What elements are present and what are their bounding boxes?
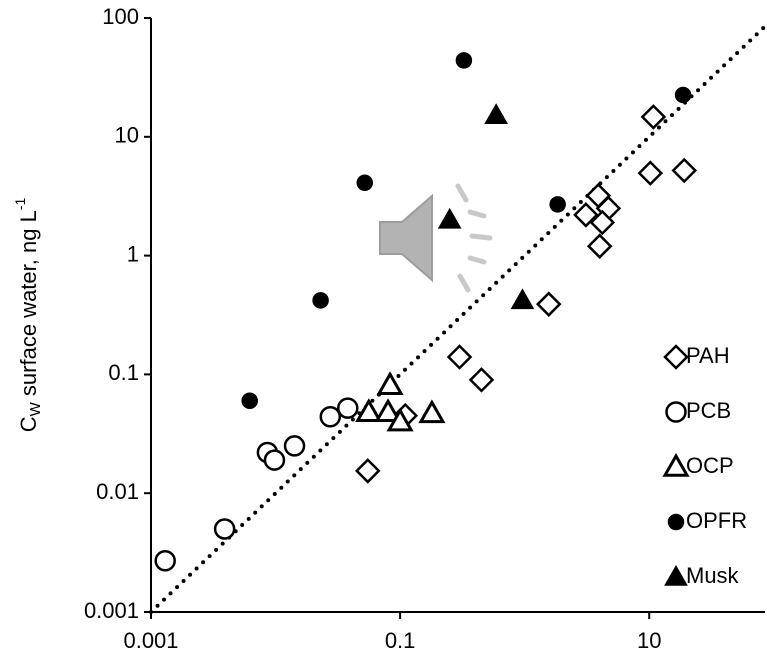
x-tick-label: 0.001 bbox=[123, 628, 178, 653]
point bbox=[241, 392, 258, 410]
legend-marker bbox=[667, 513, 685, 531]
y-tick-label: 1 bbox=[127, 241, 139, 266]
point bbox=[589, 209, 616, 236]
y-tick-label: 100 bbox=[102, 4, 139, 29]
point bbox=[418, 399, 446, 424]
point bbox=[535, 291, 562, 317]
point bbox=[640, 104, 667, 130]
y-label-sub: W bbox=[27, 401, 44, 416]
point bbox=[637, 160, 664, 186]
point bbox=[386, 407, 414, 432]
point bbox=[510, 288, 535, 310]
y-tick-label: 0.01 bbox=[96, 479, 139, 504]
one-to-one-line bbox=[149, 24, 767, 614]
legend-marker bbox=[663, 344, 689, 370]
point bbox=[356, 174, 373, 192]
y-tick-label: 10 bbox=[115, 123, 139, 148]
legend-label: PAH bbox=[686, 343, 730, 368]
point bbox=[674, 86, 692, 104]
legend-label: OCP bbox=[686, 453, 734, 478]
speaker-waves bbox=[455, 183, 493, 293]
point bbox=[355, 458, 381, 484]
point bbox=[312, 292, 329, 309]
point bbox=[437, 207, 462, 229]
legend-label: Musk bbox=[686, 563, 740, 588]
x-tick-label: 0.1 bbox=[385, 628, 416, 653]
point bbox=[586, 233, 613, 259]
y-tick-label: 0.1 bbox=[108, 360, 139, 385]
y-axis-label: CW surface water, ng L-1 bbox=[12, 198, 44, 433]
point bbox=[484, 103, 508, 124]
speaker-body bbox=[379, 193, 433, 283]
y-label-sup: -1 bbox=[12, 198, 28, 211]
point bbox=[154, 550, 176, 572]
point bbox=[355, 398, 383, 423]
speaker-icon[interactable] bbox=[379, 183, 493, 293]
legend-marker bbox=[662, 452, 690, 477]
point bbox=[455, 52, 473, 69]
y-label-rest: surface water, ng L bbox=[16, 210, 41, 402]
y-tick-label: 0.001 bbox=[84, 598, 139, 623]
point bbox=[549, 196, 566, 213]
point bbox=[376, 371, 404, 396]
x-tick-label: 10 bbox=[637, 628, 661, 653]
legend-marker bbox=[664, 564, 688, 586]
legend-label: PCB bbox=[686, 398, 731, 423]
point bbox=[671, 157, 698, 184]
point bbox=[319, 406, 342, 428]
point bbox=[213, 518, 236, 540]
point bbox=[468, 367, 495, 393]
point bbox=[337, 397, 359, 419]
y-label-main: C bbox=[16, 416, 41, 432]
point bbox=[283, 435, 306, 457]
point bbox=[374, 398, 402, 423]
point bbox=[263, 449, 286, 471]
legend-label: OPFR bbox=[686, 508, 747, 533]
point bbox=[446, 344, 473, 370]
point bbox=[573, 202, 599, 228]
legend-marker bbox=[665, 401, 687, 423]
